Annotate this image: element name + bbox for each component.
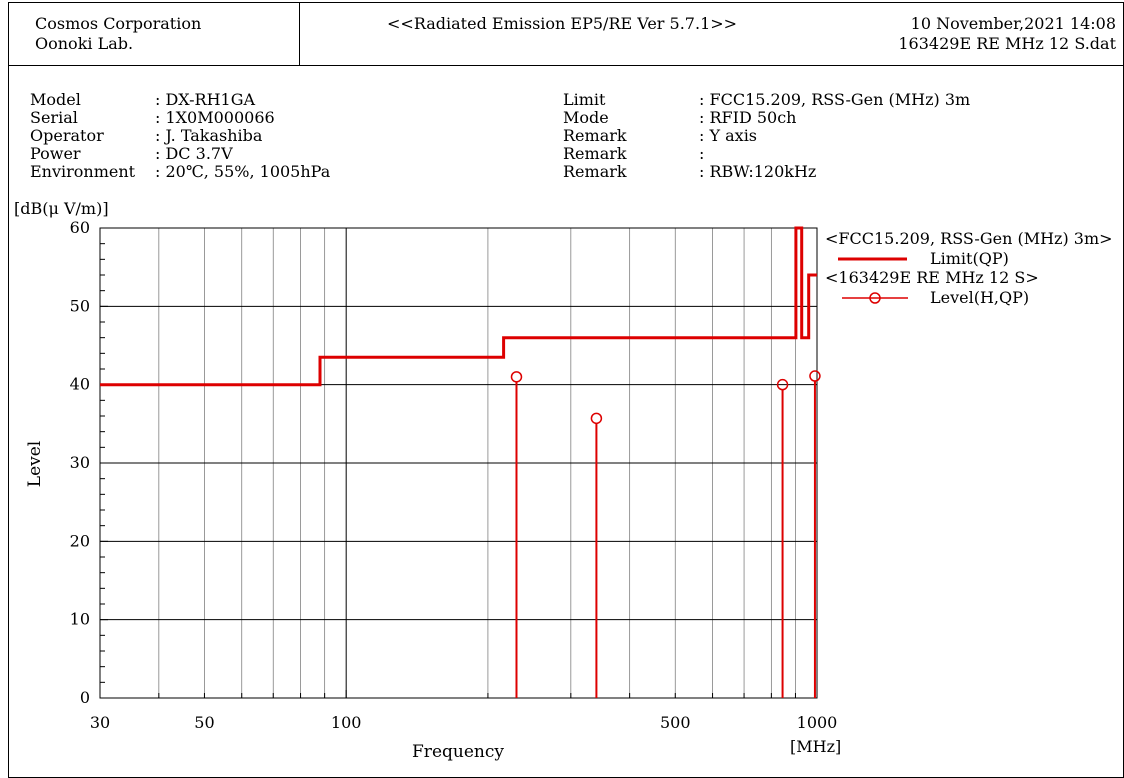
info-label: Power (30, 144, 81, 163)
limit-series (100, 226, 817, 387)
software-title: <<Radiated Emission EP5/RE Ver 5.7.1>> (387, 14, 738, 33)
x-unit-label: [MHz] (790, 737, 841, 756)
limit-line (100, 226, 817, 387)
info-value: : DX-RH1GA (155, 90, 256, 109)
y-tick-label: 0 (80, 688, 90, 707)
lab-name: Oonoki Lab. (35, 34, 134, 53)
info-label: Environment (30, 162, 136, 181)
y-tick-label: 60 (70, 218, 90, 237)
info-label: Model (30, 90, 81, 109)
x-tick-label: 50 (194, 713, 214, 732)
x-tick-label: 1000 (797, 713, 838, 732)
info-value: : 1X0M000066 (155, 108, 275, 127)
data-filename: 163429E RE MHz 12 S.dat (898, 34, 1116, 53)
company-box (8, 2, 300, 66)
chart-grid (100, 228, 817, 698)
x-tick-label: 30 (90, 713, 110, 732)
y-tick-label: 40 (70, 375, 90, 394)
y-tick-label: 30 (70, 453, 90, 472)
info-label: Serial (30, 108, 78, 127)
legend-limit-label: Limit(QP) (930, 249, 1009, 268)
x-tick-label: 100 (331, 713, 362, 732)
level-marker (809, 370, 821, 382)
info-value: : DC 3.7V (155, 144, 233, 163)
info-label: Remark (563, 162, 627, 181)
x-axis-label: Frequency (412, 742, 504, 762)
y-tick-label: 20 (70, 531, 90, 550)
level-marker (590, 412, 603, 425)
plot-area-border (99, 227, 818, 699)
level-marker (776, 378, 789, 391)
header-divider (300, 65, 1124, 66)
info-value: : Y axis (699, 126, 758, 145)
legend-group-level: <163429E RE MHz 12 S> (825, 268, 1039, 287)
y-tick-label: 10 (70, 610, 90, 629)
tick-labels: 0 10 20 30 40 50 60 30 50 100 500 1000 (70, 218, 838, 732)
level-series (510, 370, 821, 698)
company-name: Cosmos Corporation (35, 14, 202, 33)
report-datetime: 10 November,2021 14:08 (910, 14, 1116, 33)
info-value: : J. Takashiba (155, 126, 263, 145)
level-marker (510, 371, 523, 383)
legend-group-limit: <FCC15.209, RSS-Gen (MHz) 3m> (825, 229, 1113, 248)
info-value: : RBW:120kHz (699, 162, 817, 181)
y-tick-label: 50 (70, 296, 90, 315)
info-label: Limit (563, 90, 606, 109)
info-label: Remark (563, 126, 627, 145)
info-value: : 20℃, 55%, 1005hPa (155, 162, 331, 181)
legend-level-marker (869, 292, 881, 304)
info-label: Remark (563, 144, 627, 163)
info-value: : (699, 144, 705, 163)
x-tick-label: 500 (660, 713, 691, 732)
info-value: : FCC15.209, RSS-Gen (MHz) 3m (699, 90, 971, 109)
legend-level-label: Level(H,QP) (930, 288, 1029, 307)
y-axis-label: Level (25, 441, 45, 487)
info-label: Mode (563, 108, 609, 127)
info-value: : RFID 50ch (699, 108, 797, 127)
y-unit-label: [dB(μ V/m)] (14, 199, 109, 218)
info-label: Operator (30, 126, 104, 145)
